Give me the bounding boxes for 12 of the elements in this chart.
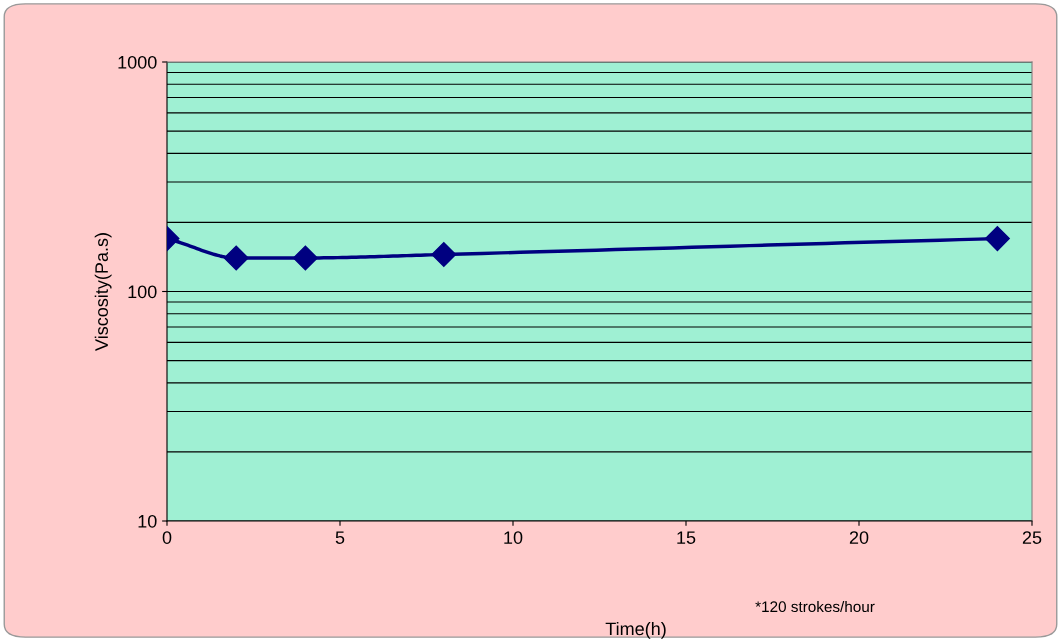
x-tick-label: 15 bbox=[677, 531, 696, 544]
text: *120 strokes/hour bbox=[755, 600, 875, 613]
x-tick-label: 10 bbox=[504, 531, 523, 544]
y-tick-label: 10 bbox=[138, 514, 157, 528]
x-axis-title: Time(h) bbox=[605, 621, 666, 639]
y-tick-label: 1000 bbox=[118, 55, 157, 69]
x-tick-label: 20 bbox=[849, 531, 869, 544]
y-axis-title: Viscosity(Pa.s) bbox=[94, 233, 112, 351]
y-tick-label: 100 bbox=[128, 285, 157, 299]
x-tick-label: 5 bbox=[335, 531, 345, 544]
x-tick-label: 0 bbox=[162, 531, 172, 544]
x-tick-label: 25 bbox=[1022, 531, 1042, 544]
